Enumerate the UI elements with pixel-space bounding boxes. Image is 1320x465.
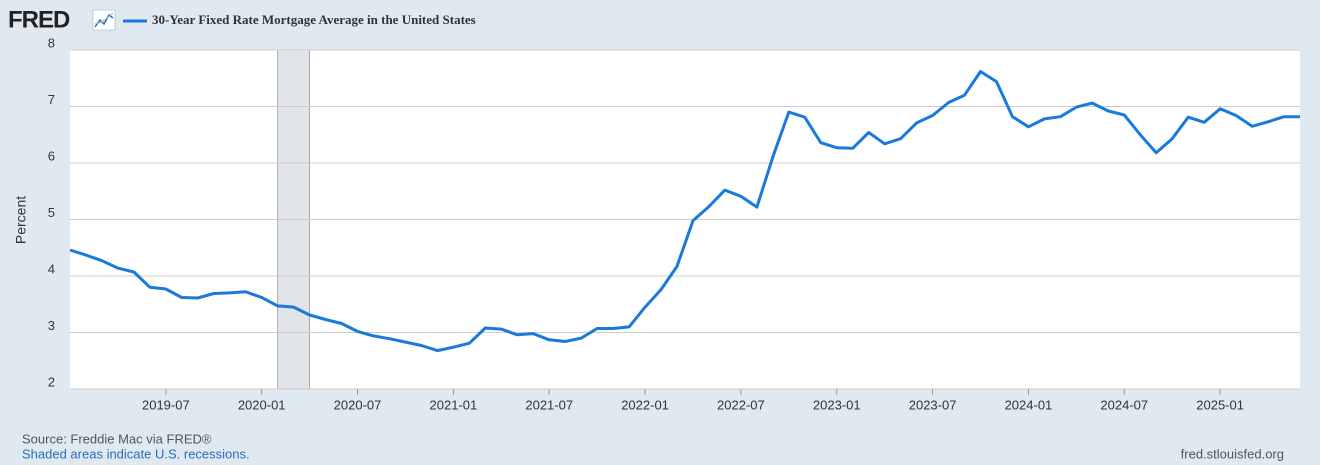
x-tick-label: 2023-07	[909, 397, 957, 412]
x-tick-label: 2021-07	[525, 397, 573, 412]
x-tick-label: 2022-07	[717, 397, 765, 412]
y-tick-label: 5	[48, 205, 55, 220]
source: Source: Freddie Mac via FRED®	[22, 431, 212, 446]
y-tick-label: 2	[48, 374, 55, 389]
x-tick-label: 2024-01	[1005, 397, 1053, 412]
x-tick-label: 2025-01	[1196, 397, 1244, 412]
x-tick-label: 2024-07	[1100, 397, 1148, 412]
y-axis-label: Percent	[13, 196, 29, 244]
x-tick-label: 2022-01	[621, 397, 669, 412]
series-line	[69, 70, 1300, 353]
logo: FRED	[8, 6, 70, 33]
x-tick-label: 2020-01	[238, 397, 286, 412]
y-tick-label: 4	[48, 261, 55, 276]
y-tick-label: 3	[48, 318, 55, 333]
recession-note: Shaded areas indicate U.S. recessions.	[22, 446, 250, 461]
y-tick-label: 7	[48, 92, 55, 107]
y-tick-label: 8	[48, 35, 55, 50]
y-tick-label: 6	[48, 148, 55, 163]
legend-label: 30-Year Fixed Rate Mortgage Average in t…	[152, 12, 476, 27]
x-tick-label: 2023-01	[813, 397, 861, 412]
x-tick-label: 2019-07	[142, 397, 190, 412]
x-tick-label: 2021-01	[430, 397, 478, 412]
site: fred.stlouisfed.org	[1181, 446, 1284, 461]
logo-icon	[92, 9, 116, 31]
x-tick-label: 2020-07	[334, 397, 382, 412]
